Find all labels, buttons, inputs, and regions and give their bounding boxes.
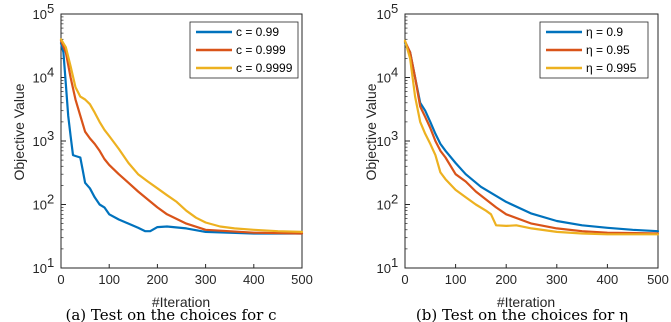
legend-label-b-2: η = 0.995 (586, 61, 637, 75)
y-tick-exp-a-2: 3 (47, 128, 54, 143)
series-line-a-0 (59, 41, 304, 235)
x-ticks-b: 0 100 200 300 400 500 (401, 264, 669, 287)
x-tick-label-b-4: 400 (597, 272, 619, 287)
legend-label-b-0: η = 0.9 (586, 25, 623, 39)
x-tick-label-b-1: 100 (445, 272, 467, 287)
legend-label-a-2: c = 0.9999 (236, 61, 293, 75)
series-line-a-2 (59, 38, 304, 233)
y-tick-label-b-4: 10 (377, 7, 391, 22)
y-tick-label-b-2: 10 (377, 134, 391, 149)
legend-label-a-0: c = 0.99 (236, 25, 279, 39)
caption-b: (b) Test on the choices for η (416, 306, 628, 322)
x-tick-label-b-2: 200 (495, 272, 517, 287)
xlabel-b: #Iteration (497, 294, 555, 310)
x-tick-label-b-0: 0 (401, 272, 408, 287)
y-tick-exp-b-2: 3 (391, 128, 398, 143)
legend-b: η = 0.9 η = 0.95 η = 0.995 (539, 21, 649, 79)
y-tick-label-a-1: 10 (33, 198, 47, 213)
y-tick-exp-b-4: 5 (391, 1, 398, 16)
x-tick-label-a-4: 400 (243, 272, 265, 287)
x-tick-label-a-5: 500 (291, 272, 313, 287)
y-tick-label-b-1: 10 (377, 198, 391, 213)
series-line-b-1 (403, 40, 660, 235)
y-tick-label-b-0: 10 (377, 261, 391, 276)
series-a (59, 38, 304, 235)
y-tick-label-a-3: 10 (33, 71, 47, 86)
y-tick-exp-b-3: 4 (391, 65, 398, 80)
panel-a: Objective Value #Iteration (a) Test on t… (11, 1, 313, 322)
panel-b: Objective Value #Iteration (b) Test on t… (363, 1, 669, 322)
x-ticks-a: 0 100 200 300 400 500 (57, 264, 313, 287)
ylabel-a: Objective Value (11, 83, 27, 180)
series-line-b-2 (403, 39, 660, 236)
y-tick-label-b-3: 10 (377, 71, 391, 86)
x-tick-label-a-1: 100 (98, 272, 120, 287)
y-tick-label-a-4: 10 (33, 7, 47, 22)
legend-label-a-1: c = 0.999 (236, 43, 286, 57)
y-tick-exp-a-3: 4 (47, 65, 54, 80)
xlabel-a: #Iteration (152, 294, 210, 310)
y-tick-exp-a-0: 1 (47, 255, 54, 270)
legend-a: c = 0.99 c = 0.999 c = 0.9999 (189, 21, 299, 79)
ylabel-b: Objective Value (363, 83, 379, 180)
series-b (403, 39, 660, 236)
x-tick-label-a-2: 200 (147, 272, 169, 287)
y-tick-exp-b-1: 2 (391, 192, 398, 207)
legend-label-b-1: η = 0.95 (586, 43, 630, 57)
x-tick-label-b-3: 300 (546, 272, 568, 287)
caption-a: (a) Test on the choices for c (66, 306, 277, 322)
y-tick-label-a-0: 10 (33, 261, 47, 276)
series-line-a-1 (59, 39, 304, 235)
y-tick-exp-a-4: 5 (47, 1, 54, 16)
x-tick-label-a-3: 300 (195, 272, 217, 287)
y-tick-exp-a-1: 2 (47, 192, 54, 207)
y-tick-exp-b-0: 1 (391, 255, 398, 270)
x-tick-label-a-0: 0 (57, 272, 64, 287)
x-tick-label-b-5: 500 (647, 272, 669, 287)
y-tick-label-a-2: 10 (33, 134, 47, 149)
